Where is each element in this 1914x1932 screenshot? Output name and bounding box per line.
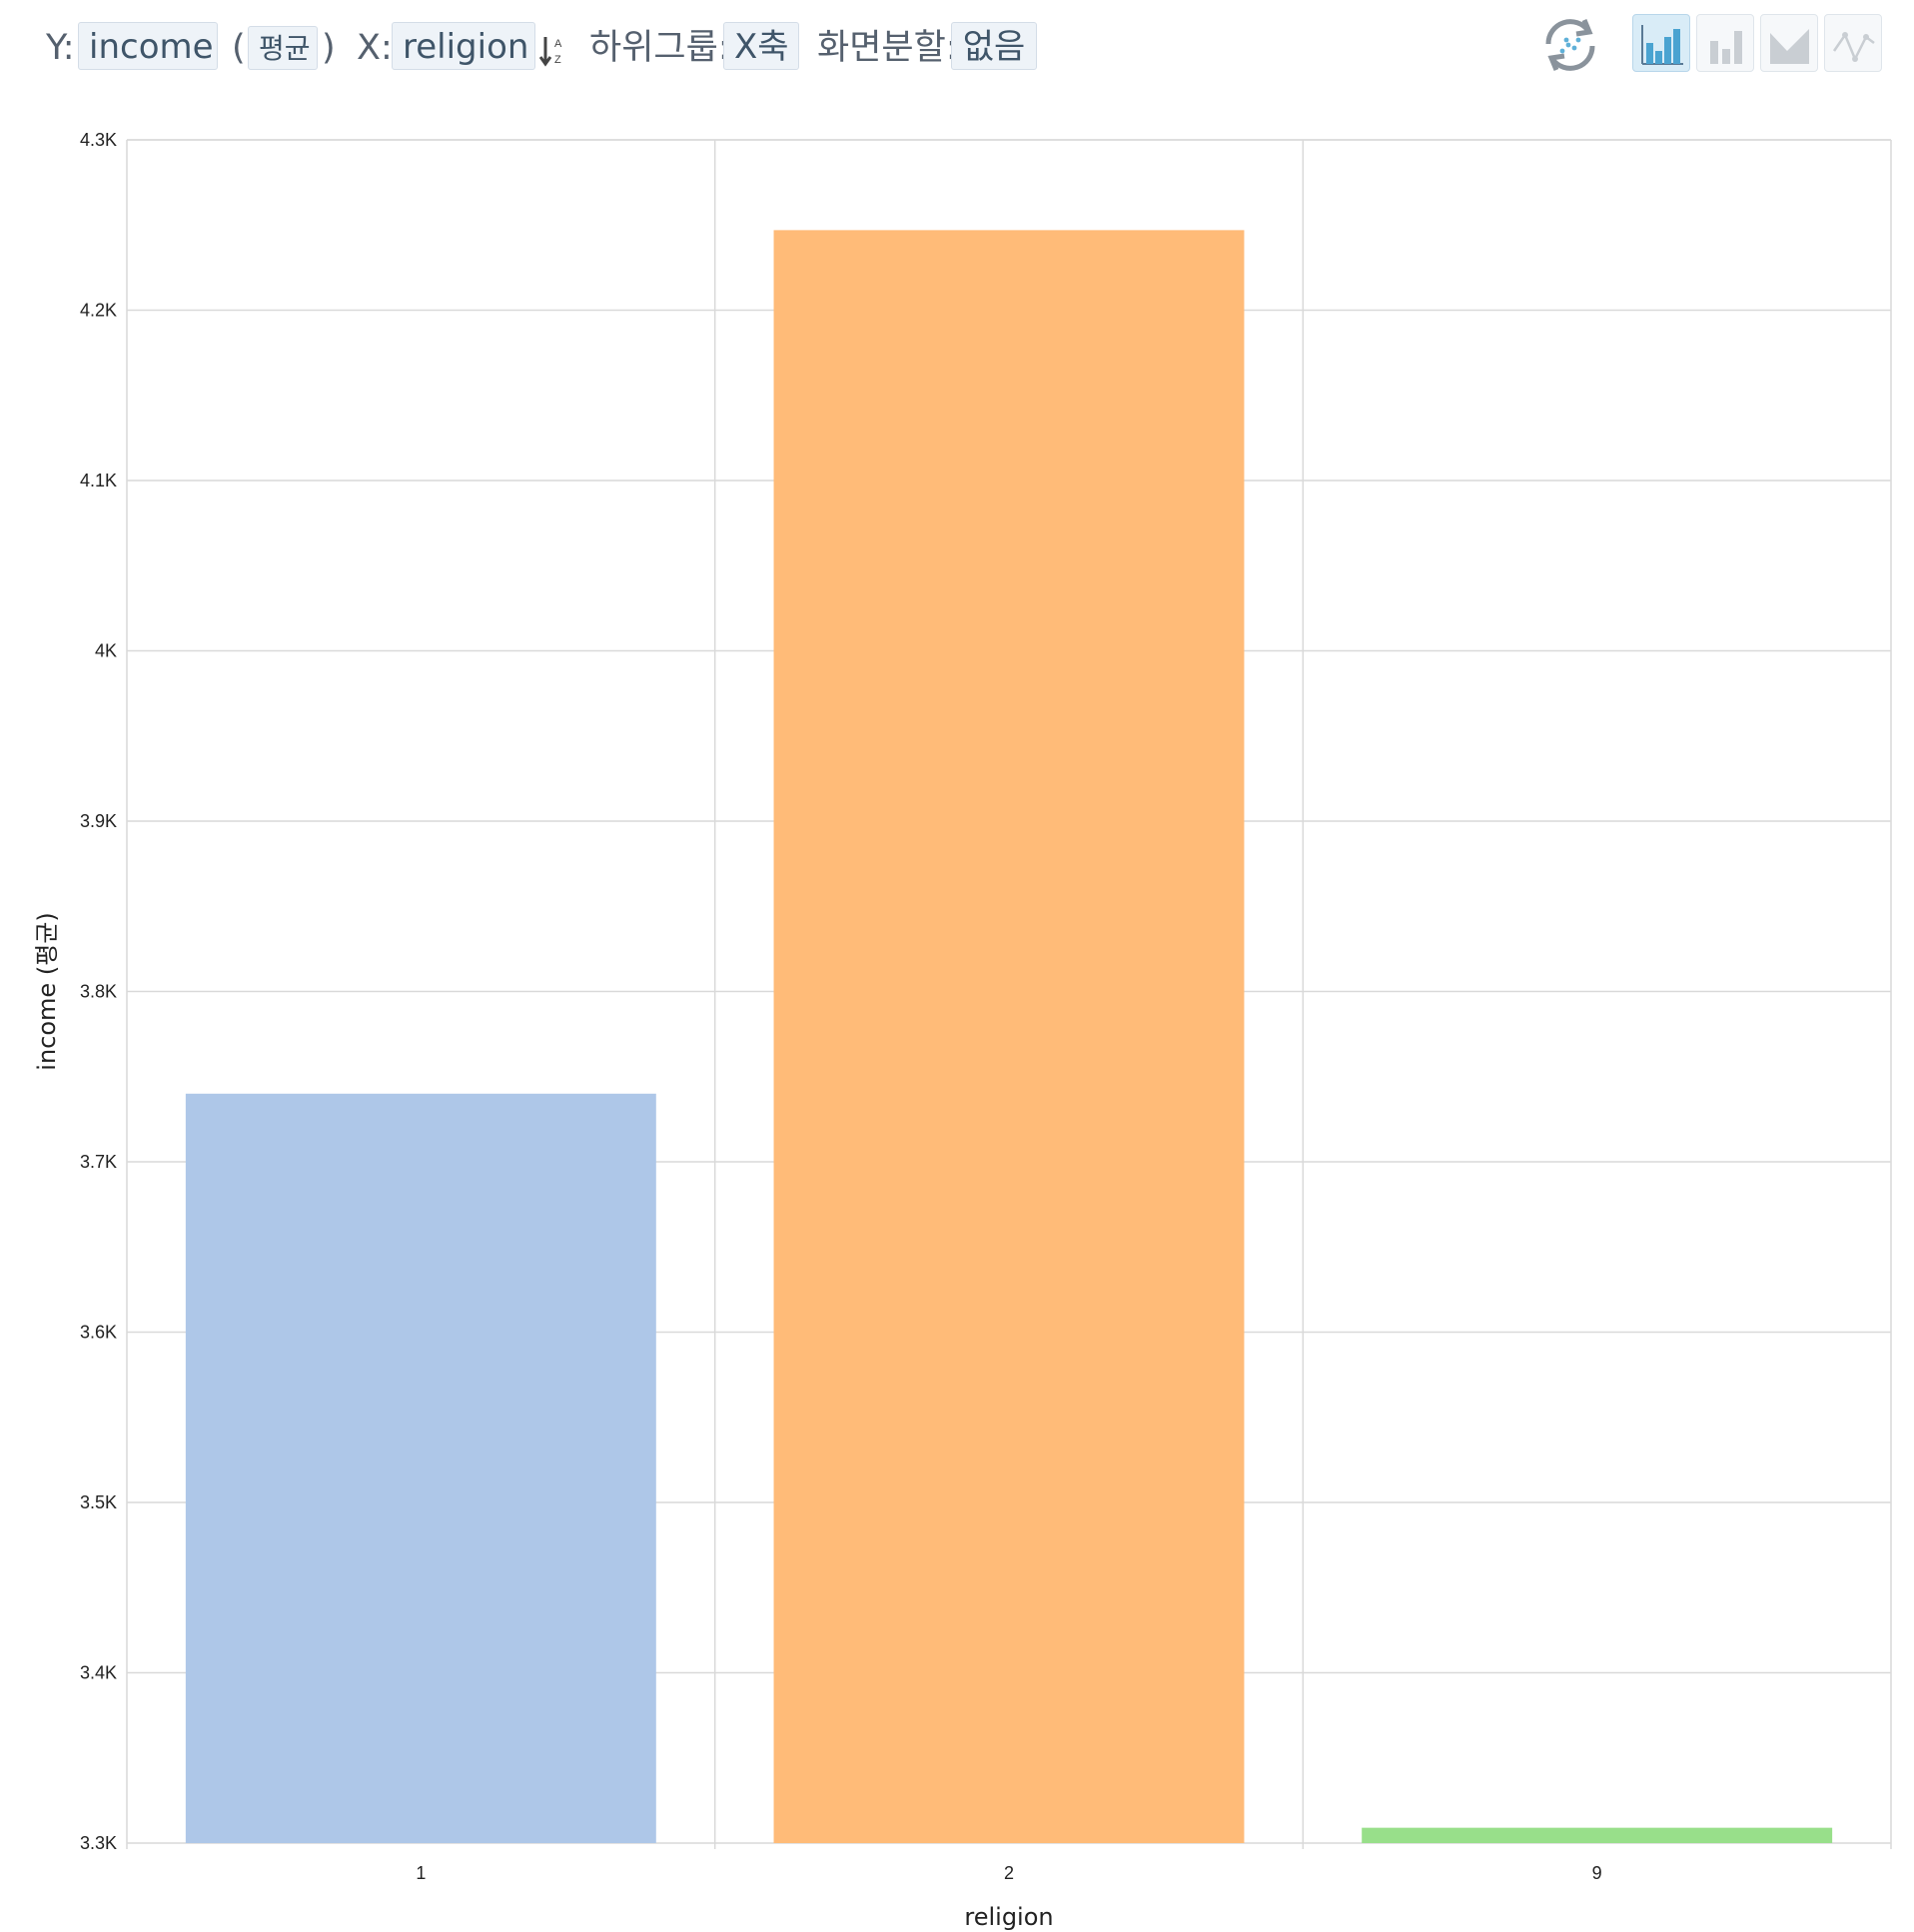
bar-chart-plain-button[interactable] [1696,14,1754,72]
y-tick-label: 3.7K [80,1152,117,1172]
x-tick-label: 9 [1592,1863,1602,1883]
bars [185,230,1833,1844]
bar-chart-icon [1641,25,1683,65]
bar-chart-button[interactable] [1632,14,1690,72]
x-axis-title: religion [964,1903,1053,1931]
subgroup-selector[interactable]: X축 [723,22,799,70]
chart-toolbar: Y: income ( 평균 ) X: religion A Z 하위그룹: X… [0,0,1914,100]
y-axis-title: income (평균) [33,912,61,1070]
line-chart-icon [1832,32,1875,63]
x-tick-label: 1 [416,1863,426,1883]
agg-open-paren: ( [232,28,246,68]
x-tick-label: 2 [1004,1863,1014,1883]
sort-az-icon[interactable]: A Z [539,34,567,68]
subgroup-label: 하위그룹: [589,28,730,68]
y-tick-label: 3.4K [80,1663,117,1683]
line-chart-button[interactable] [1824,14,1882,72]
y-tick-label: 3.6K [80,1323,117,1343]
bar-chart: 3.3K 3.4K 3.5K 3.6K 3.7K 3.8K 3.9K 4K 4.1K 4.2K 4.… [33,130,1892,1931]
agg-close-paren: ) [322,28,336,68]
y-tick-label: 3.3K [80,1833,117,1853]
area-chart-icon [1770,29,1809,64]
svg-text:A: A [554,38,562,50]
y-tick-label: 4K [95,641,117,661]
axis-ticks: 3.3K 3.4K 3.5K 3.6K 3.7K 3.8K 3.9K 4K 4.1K 4.2K 4.… [80,130,1602,1883]
y-tick-label: 4.1K [80,471,117,490]
y-field-selector[interactable]: income [78,22,218,70]
aggregation-selector[interactable]: 평균 [248,26,318,70]
x-axis-prefix: X: [357,28,393,68]
bar-chart-plain-icon [1710,31,1742,64]
x-field-selector[interactable]: religion [392,22,535,70]
area-chart-button[interactable] [1760,14,1818,72]
refresh-icon[interactable] [1538,14,1602,76]
bar-9 [1362,1827,1833,1843]
y-axis-prefix: Y: [46,28,75,68]
y-tick-label: 3.8K [80,982,117,1002]
y-tick-label: 3.9K [80,811,117,831]
y-tick-label: 4.2K [80,301,117,321]
y-tick-label: 4.3K [80,130,117,150]
bar-1 [185,1093,656,1843]
y-tick-label: 3.5K [80,1492,117,1512]
bar-2 [773,230,1245,1844]
svg-text:Z: Z [554,54,561,66]
split-label: 화면분할: [817,28,958,68]
split-selector[interactable]: 없음 [951,22,1037,70]
